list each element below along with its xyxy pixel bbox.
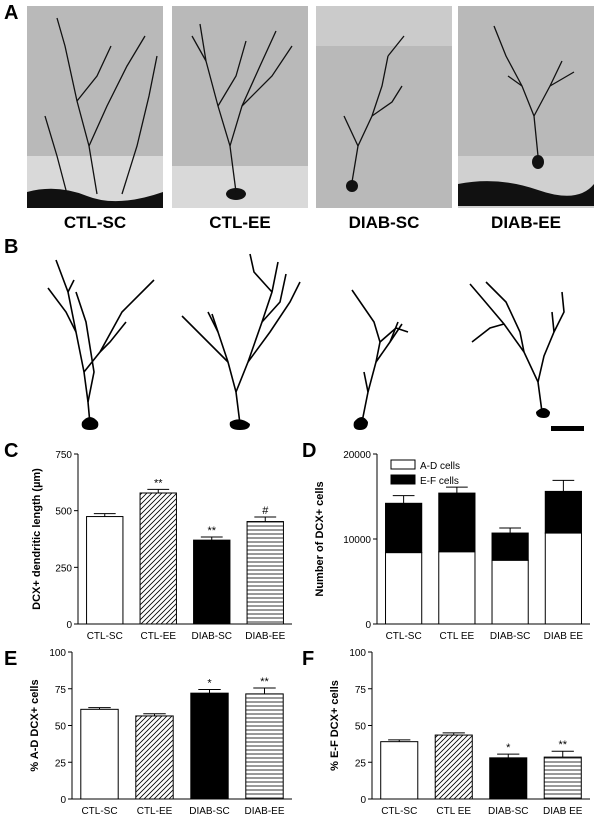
bar — [434, 734, 473, 800]
neuron-image — [316, 6, 452, 192]
micrograph-label-diab-sc: DIAB-SC — [348, 213, 420, 232]
significance-label: ** — [154, 477, 163, 489]
x-tick-label: CTL-SC — [87, 631, 123, 642]
micrograph-label-ctl-sc: CTL-SC — [63, 213, 127, 232]
y-tick-label: 750 — [55, 450, 72, 461]
y-tick-label: 100 — [49, 648, 66, 659]
bar — [246, 521, 284, 625]
y-tick-label: 50 — [355, 722, 367, 733]
micrograph-label-diab-ee: DIAB-EE — [491, 213, 561, 232]
x-tick-label: DIAB-SC — [189, 806, 230, 817]
y-tick-label: 250 — [55, 563, 72, 574]
tracing-diab-sc — [351, 289, 409, 430]
bar-segment — [544, 490, 582, 534]
significance-label: ** — [207, 525, 216, 537]
significance-label: ** — [260, 676, 269, 688]
panel-letter-a: A — [4, 2, 19, 24]
tracing-ctl-ee — [181, 253, 301, 430]
micrograph-ctl-sc — [27, 6, 163, 208]
bar — [380, 741, 419, 800]
y-tick-label: 25 — [355, 758, 367, 769]
x-tick-label: CTL EE — [436, 806, 471, 817]
chart-ef-percent: 0 25 50 75 100 % E-F DCX+ cells CTL-SC CTL EE * D… — [329, 648, 590, 817]
y-axis-label: % A-D DCX+ cells — [29, 679, 41, 771]
bar — [193, 539, 231, 625]
x-tick-label: CTL EE — [440, 631, 475, 642]
y-tick-label: 0 — [360, 795, 366, 806]
neuron-image — [458, 25, 594, 208]
x-tick-label: DIAB-EE — [244, 806, 284, 817]
bar — [135, 715, 174, 800]
bar-segment — [544, 532, 582, 625]
panel-letter-c: C — [4, 440, 19, 462]
x-tick-label: DIAB-EE — [245, 631, 285, 642]
significance-label: * — [506, 742, 511, 754]
x-tick-label: CTL-SC — [386, 631, 422, 642]
panel-letter-e: E — [4, 648, 18, 670]
significance-label: # — [262, 505, 269, 517]
y-tick-label: 10000 — [343, 535, 371, 546]
bar — [543, 756, 582, 800]
micrograph-diab-ee — [458, 6, 594, 208]
y-axis-label: % E-F DCX+ cells — [329, 680, 341, 771]
bar-segment — [438, 551, 476, 625]
significance-label: * — [207, 677, 212, 689]
x-tick-label: CTL-EE — [140, 631, 176, 642]
micrograph-ctl-ee — [172, 6, 308, 208]
chart-dendritic-length: 0 250 500 750 DCX+ dendritic length (µm) CTL-… — [31, 450, 292, 642]
chart-dcx-cell-number: 0 10000 20000 Number of DCX+ cells CTL-SC CTL… — [314, 450, 590, 642]
y-tick-label: 100 — [349, 648, 366, 659]
micrograph-label-ctl-ee: CTL-EE — [209, 213, 271, 232]
y-tick-label: 500 — [55, 507, 72, 518]
y-tick-label: 50 — [55, 722, 67, 733]
y-tick-label: 75 — [355, 685, 367, 696]
x-tick-label: DIAB EE — [543, 806, 583, 817]
bar — [139, 492, 177, 625]
x-tick-label: DIAB-SC — [488, 806, 529, 817]
bar — [190, 692, 229, 800]
legend-swatch — [390, 474, 416, 485]
tracing-diab-ee — [469, 281, 565, 418]
y-tick-label: 75 — [55, 685, 67, 696]
neuron-image — [172, 23, 308, 208]
chart-ad-percent: 0 25 50 75 100 % A-D DCX+ cells CTL-SC CTL-EE * D… — [29, 648, 292, 817]
x-tick-label: DIAB-SC — [490, 631, 531, 642]
x-tick-label: DIAB-SC — [191, 631, 232, 642]
x-tick-label: CTL-EE — [137, 806, 173, 817]
y-tick-label: 0 — [365, 620, 371, 631]
legend-label: A-D cells — [420, 461, 460, 472]
panel-letter-d: D — [302, 440, 317, 462]
legend-swatch — [390, 459, 416, 470]
x-tick-label: DIAB EE — [544, 631, 584, 642]
bar — [86, 516, 124, 625]
scale-bar — [551, 426, 584, 431]
micrograph-diab-sc — [316, 6, 452, 208]
y-axis-label: DCX+ dendritic length (µm) — [31, 468, 43, 610]
x-tick-label: CTL-SC — [81, 806, 117, 817]
y-axis-label: Number of DCX+ cells — [314, 481, 326, 596]
y-tick-label: 20000 — [343, 450, 371, 461]
bar — [489, 757, 528, 800]
legend-label: E-F cells — [420, 476, 459, 487]
bar-segment — [385, 502, 423, 554]
tracing-ctl-sc — [47, 259, 155, 430]
bar — [245, 693, 284, 800]
panel-letter-b: B — [4, 236, 19, 258]
bar-segment — [385, 552, 423, 625]
x-tick-label: CTL-SC — [381, 806, 417, 817]
bar — [80, 708, 119, 800]
panel-letter-f: F — [302, 648, 315, 670]
y-tick-label: 25 — [55, 758, 67, 769]
bar-segment — [491, 559, 529, 625]
y-tick-label: 0 — [60, 795, 66, 806]
bar-segment — [491, 532, 529, 561]
neuron-image — [27, 17, 163, 208]
significance-label: ** — [558, 739, 567, 751]
y-tick-label: 0 — [66, 620, 72, 631]
bar-segment — [438, 492, 476, 553]
